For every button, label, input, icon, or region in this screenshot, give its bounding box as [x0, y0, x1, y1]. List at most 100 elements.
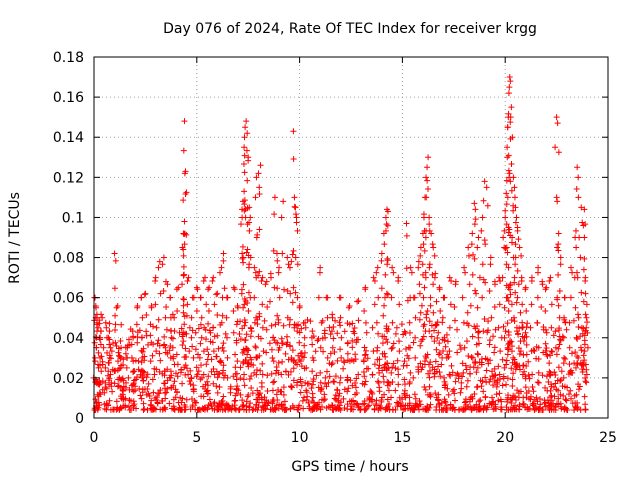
data-point-cluster	[555, 345, 562, 352]
data-point-cluster	[242, 319, 249, 326]
background-point	[208, 356, 215, 363]
data-point-cluster	[582, 311, 589, 318]
background-point	[148, 405, 155, 412]
background-point	[178, 325, 185, 332]
data-point-cluster	[408, 269, 415, 276]
data-point-cluster	[106, 341, 113, 348]
data-point-cluster	[163, 304, 170, 311]
background-point	[464, 377, 471, 384]
background-point	[132, 357, 139, 364]
background-point	[436, 400, 443, 407]
background-point	[284, 333, 291, 340]
data-point-cluster	[111, 367, 118, 374]
background-point	[516, 351, 523, 358]
data-point	[574, 164, 581, 171]
background-point	[464, 403, 471, 410]
data-point-cluster	[114, 358, 121, 365]
background-point	[401, 381, 408, 388]
background-point	[156, 390, 163, 397]
background-point	[315, 336, 322, 343]
data-point-cluster	[180, 197, 187, 204]
data-point-cluster	[289, 347, 296, 354]
background-point	[490, 333, 497, 340]
background-point	[207, 338, 214, 345]
background-point	[445, 391, 452, 398]
data-point-cluster	[554, 198, 561, 205]
data-point-cluster	[157, 290, 164, 297]
background-point	[503, 381, 510, 388]
background-point	[440, 347, 447, 354]
data-point-cluster	[460, 319, 467, 326]
background-point	[179, 342, 186, 349]
background-point	[389, 364, 396, 371]
data-point-cluster	[451, 304, 458, 311]
data-point-cluster	[527, 324, 534, 331]
data-point-cluster	[511, 274, 518, 281]
background-point	[378, 394, 385, 401]
data-point	[354, 298, 361, 305]
background-point	[550, 400, 557, 407]
data-point-cluster	[384, 257, 391, 264]
data-point-cluster	[275, 319, 282, 326]
data-point-cluster	[472, 216, 479, 223]
background-point	[545, 378, 552, 385]
background-point	[355, 403, 362, 410]
data-point-cluster	[251, 294, 258, 301]
data-point-cluster	[238, 221, 245, 228]
background-point	[137, 371, 144, 378]
data-point	[514, 224, 521, 231]
background-point	[130, 358, 137, 365]
data-point-cluster	[555, 364, 562, 371]
data-point-cluster	[117, 354, 124, 361]
data-point-cluster	[474, 244, 481, 251]
background-point	[565, 391, 572, 398]
data-point-cluster	[193, 308, 200, 315]
background-point	[444, 351, 451, 358]
data-point-cluster	[555, 247, 562, 254]
data-point-cluster	[381, 333, 388, 340]
data-point-cluster	[576, 234, 583, 241]
background-point	[157, 406, 164, 413]
background-point	[523, 390, 530, 397]
background-point	[463, 383, 470, 390]
background-point	[320, 397, 327, 404]
data-point-cluster	[219, 344, 226, 351]
data-point	[510, 174, 517, 181]
data-point-cluster	[505, 110, 512, 117]
background-point	[448, 362, 455, 369]
data-point-cluster	[253, 314, 260, 321]
background-point	[495, 363, 502, 370]
background-point	[362, 378, 369, 385]
data-point-cluster	[389, 344, 396, 351]
data-point-cluster	[178, 366, 185, 373]
data-point	[308, 334, 315, 341]
data-point-cluster	[580, 298, 587, 305]
data-point-cluster	[221, 285, 228, 292]
data-point-cluster	[374, 344, 381, 351]
background-point	[309, 398, 316, 405]
data-point-cluster	[479, 294, 486, 301]
data-point-cluster	[513, 363, 520, 370]
data-point-cluster	[124, 344, 131, 351]
data-point	[502, 214, 509, 221]
data-point-cluster	[240, 304, 247, 311]
background-point	[402, 402, 409, 409]
data-point-cluster	[180, 147, 187, 154]
data-point-cluster	[292, 211, 299, 218]
data-point-cluster	[174, 373, 181, 380]
data-point-cluster	[515, 281, 522, 288]
data-point-cluster	[148, 339, 155, 346]
background-point	[534, 379, 541, 386]
background-point	[384, 339, 391, 346]
data-point-cluster	[309, 341, 316, 348]
data-point-cluster	[234, 303, 241, 310]
data-point	[251, 264, 258, 271]
background-point	[465, 353, 472, 360]
data-point	[302, 324, 309, 331]
data-point-cluster	[155, 316, 162, 323]
background-point	[436, 369, 443, 376]
data-point-cluster	[554, 296, 561, 303]
background-point	[436, 340, 443, 347]
data-point	[276, 264, 283, 271]
data-point-cluster	[539, 372, 546, 379]
